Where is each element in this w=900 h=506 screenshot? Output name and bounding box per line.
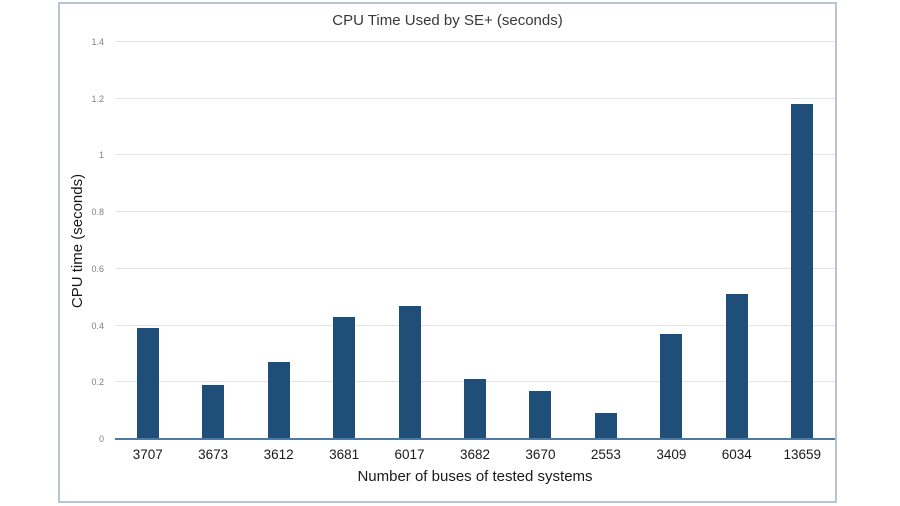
bar <box>594 413 617 439</box>
gridline <box>115 211 835 213</box>
bar <box>725 294 748 439</box>
x-tick-label: 3681 <box>329 447 360 462</box>
y-tick-label: 1.2 <box>91 93 104 104</box>
x-tick-label: 3673 <box>198 447 229 462</box>
bar <box>660 334 683 439</box>
bar <box>333 317 356 439</box>
bar-cell <box>115 42 180 439</box>
x-tick-label: 6034 <box>721 447 752 462</box>
y-tick-label: 0.4 <box>91 320 104 331</box>
bar-cell <box>770 42 835 439</box>
bar <box>267 362 290 439</box>
x-axis-tick-labels: 3707 3673 3612 3681 6017 3682 3670 2553 3409 6034… <box>115 447 835 462</box>
plot-area <box>115 41 835 440</box>
bar <box>398 305 421 439</box>
y-tick-label: 0.2 <box>91 377 104 388</box>
x-tick-label: 6017 <box>394 447 425 462</box>
bar <box>202 385 225 439</box>
bar-cell <box>311 42 376 439</box>
x-tick-label: 3707 <box>132 447 163 462</box>
x-axis-line <box>115 438 835 440</box>
bar <box>136 328 159 439</box>
bar-cell <box>639 42 704 439</box>
bar-cell <box>704 42 769 439</box>
bar <box>529 390 552 439</box>
bar-cell <box>508 42 573 439</box>
chart-title: CPU Time Used by SE+ (seconds) <box>332 12 563 29</box>
bars-row <box>115 42 835 439</box>
y-tick-label: 0.8 <box>91 207 104 218</box>
y-tick-label: 0 <box>98 434 104 444</box>
bar-cell <box>377 42 442 439</box>
chart-frame: CPU Time Used by SE+ (seconds) CPU time … <box>58 2 837 503</box>
y-axis-tick-labels: 0 0.2 0.4 0.6 0.8 1 1.2 1.4 <box>60 37 108 444</box>
bar-cell <box>246 42 311 439</box>
gridline <box>115 41 835 42</box>
bar-cell <box>442 42 507 439</box>
x-axis-title: Number of buses of tested systems <box>357 468 593 485</box>
x-tick-label: 2553 <box>590 447 621 462</box>
gridline <box>115 267 835 269</box>
gridline <box>115 154 835 156</box>
x-tick-label: 3682 <box>459 447 491 462</box>
x-tick-label: 3670 <box>525 447 556 462</box>
bar <box>463 379 486 439</box>
bar-cell <box>573 42 638 439</box>
bar <box>791 104 814 439</box>
y-tick-label: 0.6 <box>91 263 104 274</box>
bar-cell <box>180 42 245 439</box>
gridline <box>115 324 835 326</box>
gridline <box>115 97 835 99</box>
y-tick-label: 1 <box>98 150 104 161</box>
y-tick-label: 1.4 <box>91 37 104 47</box>
x-tick-label: 13659 <box>783 447 822 462</box>
x-tick-label: 3612 <box>263 447 294 462</box>
x-tick-label: 3409 <box>656 447 687 462</box>
